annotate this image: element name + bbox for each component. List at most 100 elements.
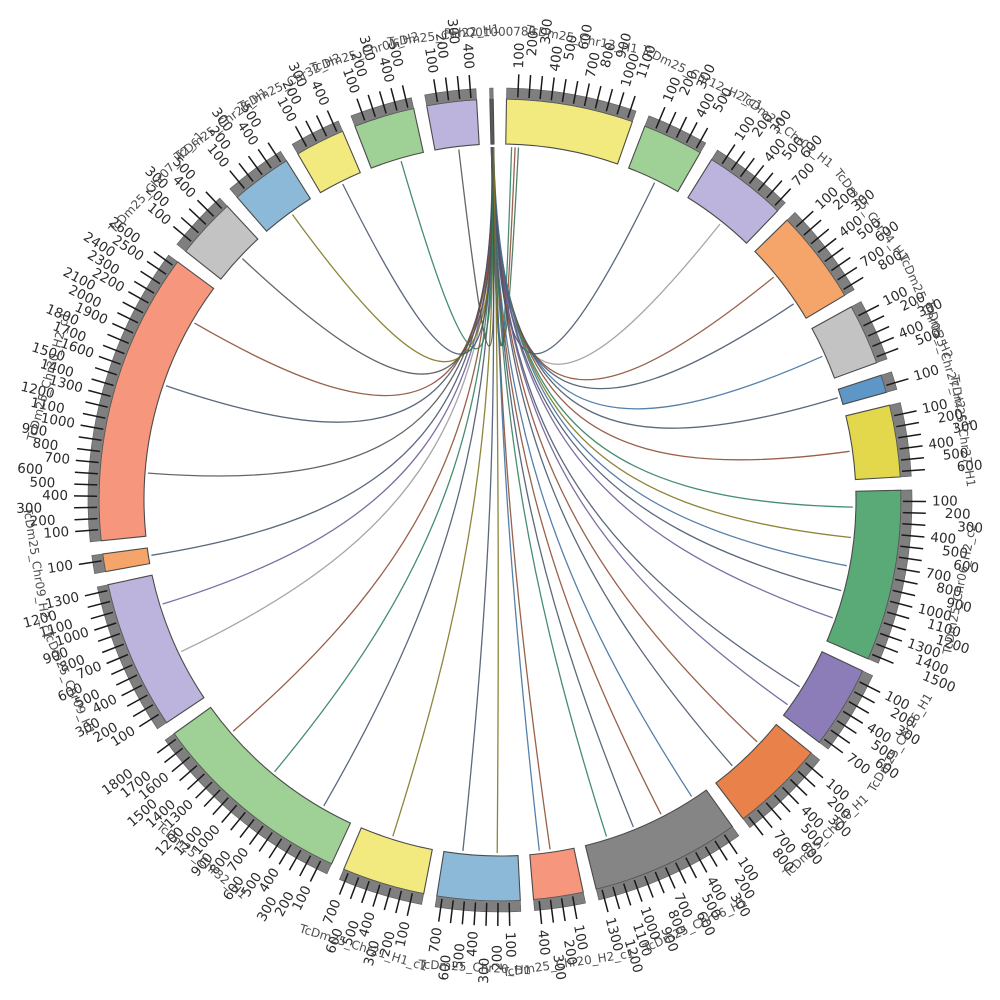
tick-mark <box>894 578 918 585</box>
tick-mark <box>843 276 864 291</box>
tick-mark <box>309 860 322 882</box>
tick-mark <box>685 122 698 144</box>
segment-axis-strip <box>91 553 106 574</box>
segment-label: PFhQ01000780 <box>444 24 537 40</box>
tick-mark <box>106 653 129 665</box>
tick-mark <box>757 172 774 192</box>
tick-mark <box>900 456 924 461</box>
segment-axis-strip <box>434 895 522 913</box>
chord-link <box>274 147 494 773</box>
tick-mark <box>87 600 111 609</box>
tick-mark <box>278 844 292 865</box>
tick-label: 800 <box>32 435 60 454</box>
tick-mark <box>859 681 881 693</box>
segment-axis-strip <box>506 87 637 122</box>
tick-label: 100 <box>393 920 414 949</box>
tick-mark <box>101 643 124 654</box>
tick-mark <box>196 199 215 217</box>
tick-mark <box>572 80 579 104</box>
tick-label: 200 <box>936 406 964 426</box>
tick-mark <box>140 270 161 285</box>
tick-mark <box>449 900 454 924</box>
links-layer <box>147 147 853 854</box>
segment-axis-strip <box>164 733 332 875</box>
tick-mark <box>848 700 870 714</box>
tick-mark <box>433 79 439 103</box>
tick-mark <box>605 88 614 112</box>
tick-label: 800 <box>598 41 620 70</box>
tick-mark <box>704 846 718 867</box>
tick-mark <box>171 756 191 773</box>
tick-mark <box>98 355 121 365</box>
tick-label: 400 <box>930 530 957 548</box>
tick-mark <box>765 802 782 821</box>
chord-link <box>400 147 494 350</box>
chord-link <box>342 147 493 355</box>
tick-mark <box>892 589 916 597</box>
tick-mark <box>561 78 567 103</box>
tick-mark <box>110 664 133 676</box>
tick-label: 100 <box>570 923 590 951</box>
tick-mark <box>378 91 387 114</box>
segment-axis-strip <box>818 670 874 750</box>
tick-mark <box>781 786 800 805</box>
tick-mark <box>902 511 926 515</box>
tick-mark <box>508 902 511 926</box>
tick-mark <box>876 643 899 653</box>
segments-layer <box>87 87 913 913</box>
tick-mark <box>612 886 621 910</box>
chord-link <box>492 147 847 567</box>
tick-mark <box>876 347 899 358</box>
tick-mark <box>774 188 792 206</box>
tick-mark <box>675 862 687 884</box>
segment-axis-strip <box>742 752 821 829</box>
tick-mark <box>898 556 922 562</box>
tick-mark <box>900 545 924 550</box>
tick-label: 700 <box>426 926 446 954</box>
segment-band <box>436 850 521 902</box>
tick-mark <box>748 816 764 836</box>
chord-link <box>323 147 494 807</box>
tick-mark <box>117 312 139 324</box>
tick-mark <box>406 893 414 916</box>
tick-mark <box>817 237 837 254</box>
chord-link <box>491 147 850 461</box>
segment-label: TcDm25_Chr20_H1 <box>417 957 532 977</box>
tick-label: 100 <box>421 46 441 74</box>
tick-mark <box>539 76 544 100</box>
tick-mark <box>111 322 134 334</box>
tick-mark <box>360 880 370 904</box>
tick-mark <box>622 883 632 906</box>
tick-mark <box>80 424 104 430</box>
tick-mark <box>461 901 466 925</box>
tick-label: 900 <box>20 420 48 440</box>
tick-label: 300 <box>549 953 568 981</box>
tick-mark <box>795 210 814 228</box>
segment-band <box>102 547 151 573</box>
tick-mark <box>830 729 851 744</box>
tick-mark <box>633 879 643 902</box>
segment-axis-strip <box>850 301 888 364</box>
tick-mark <box>390 88 398 111</box>
chord-link <box>151 147 493 556</box>
tick-mark <box>721 144 736 165</box>
tick-label: 300 <box>444 18 462 45</box>
tick-mark <box>837 266 858 281</box>
tick-mark <box>133 280 155 294</box>
tick-label: 1100 <box>29 395 66 418</box>
tick-mark <box>128 291 149 304</box>
tick-mark <box>326 110 338 132</box>
tick-mark <box>299 855 312 877</box>
tick-mark <box>315 115 328 137</box>
segment-axis-strip <box>889 402 912 478</box>
tick-label: 400 <box>356 910 379 939</box>
tick-mark <box>549 899 555 923</box>
tick-label: 200 <box>490 945 506 971</box>
chord-link <box>232 147 494 732</box>
tick-mark <box>115 674 138 686</box>
tick-mark <box>238 162 254 182</box>
tick-mark <box>349 877 360 900</box>
tick-mark <box>766 180 783 199</box>
tick-mark <box>356 98 366 121</box>
